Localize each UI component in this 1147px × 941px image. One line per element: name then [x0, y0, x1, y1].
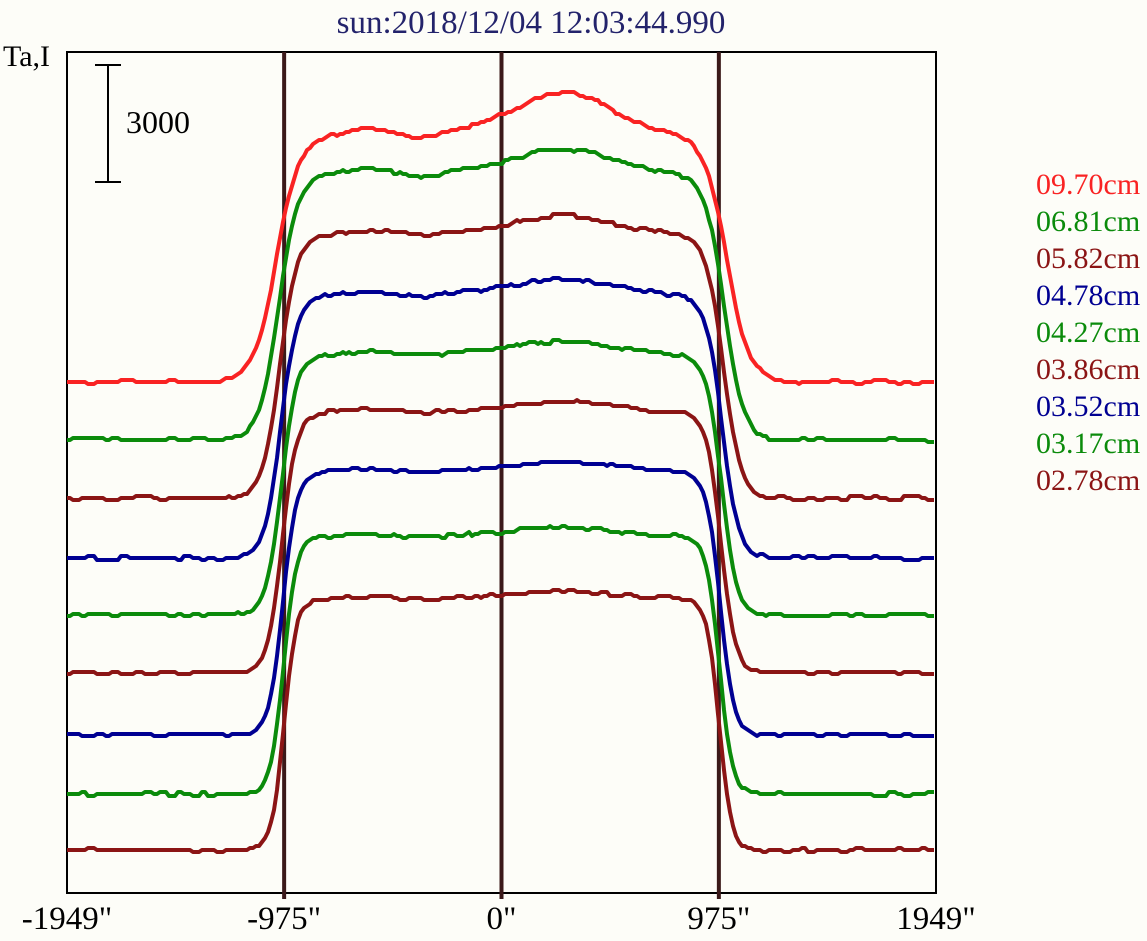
legend: 09.70cm 06.81cm 05.82cm 04.78cm 04.27cm 03.86…: [1036, 166, 1140, 499]
curve-03.17cm: [67, 524, 934, 798]
x-tick-label: -1949": [21, 901, 113, 937]
legend-entry: 02.78cm: [1036, 464, 1141, 497]
curve-02.78cm: [67, 588, 934, 854]
legend-entry: 04.27cm: [1036, 316, 1141, 349]
curve-09.70cm: [67, 90, 934, 386]
x-tick-label: -975": [247, 901, 322, 937]
x-tick-label: 0": [486, 901, 517, 937]
x-tick-label: 975": [687, 901, 751, 937]
curve-04.27cm: [67, 338, 934, 618]
scale-bar-label: 3000: [126, 104, 190, 140]
curve-05.82cm: [67, 212, 934, 502]
curve-03.52cm: [67, 460, 934, 738]
legend-entry: 06.81cm: [1036, 205, 1141, 238]
legend-entry: 03.86cm: [1036, 353, 1141, 386]
curve-03.86cm: [67, 398, 934, 676]
legend-entry: 03.52cm: [1036, 390, 1141, 423]
chart-title: sun:2018/12/04 12:03:44.990: [336, 5, 726, 41]
curve-04.78cm: [67, 276, 934, 562]
curve-06.81cm: [67, 148, 934, 444]
x-axis: -1949" -975" 0" 975" 1949": [0, 901, 1147, 941]
legend-entry: 03.17cm: [1036, 427, 1141, 460]
legend-entry: 05.82cm: [1036, 242, 1141, 275]
y-axis-label: Ta,I: [3, 40, 51, 73]
x-tick-label: 1949": [896, 901, 976, 937]
legend-entry: 09.70cm: [1036, 168, 1141, 201]
legend-entry: 04.78cm: [1036, 279, 1141, 312]
